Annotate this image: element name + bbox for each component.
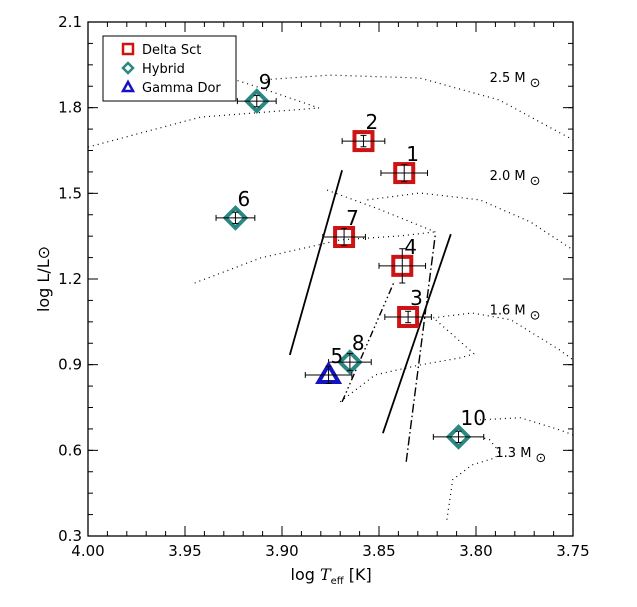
x-tick-label: 3.80	[459, 542, 492, 560]
star-id-label: 8	[352, 331, 365, 355]
y-tick-label: 1.8	[58, 99, 82, 117]
diamond-marker	[337, 349, 363, 375]
y-tick-label: 0.9	[58, 356, 82, 374]
legend-entry: Hybrid	[121, 61, 185, 77]
star-id-label: 9	[259, 70, 272, 94]
star-4-point: 4	[378, 235, 427, 284]
axes: 4.00 3.95 3.90 3.85 3.80 3.75 0.3 0.6 0.9 1.2 1.5 1…	[34, 13, 590, 587]
x-label-variable: T	[320, 565, 332, 584]
x-tick-label: 3.95	[168, 542, 201, 560]
evolutionary-track-line	[432, 317, 475, 355]
evolutionary-track-line	[433, 312, 574, 361]
y-tick-label: 0.3	[58, 527, 82, 545]
diamond-marker	[445, 424, 472, 450]
star-id-label: 7	[346, 206, 359, 230]
legend: Delta Sct Hybrid Gamma Dor	[102, 35, 237, 102]
sun-symbol: ⊙	[530, 174, 541, 189]
star-5-point: 5	[304, 344, 353, 385]
evolutionary-track-line	[260, 74, 574, 141]
star-8-point: 8	[328, 331, 372, 375]
evolutionary-track-line	[479, 417, 574, 436]
evolutionary-tracks: 2.5 M ⊙ 2.0 M ⊙ 1.6 M ⊙ 1.3 M ⊙	[87, 69, 574, 520]
star-1-point: 1	[380, 142, 428, 185]
star-2-point: 2	[341, 110, 386, 153]
star-id-label: 5	[331, 344, 344, 368]
evolutionary-track-line	[339, 353, 475, 403]
legend-entry: Gamma Dor	[120, 79, 221, 96]
legend-label: Gamma Dor	[142, 81, 221, 96]
diamond-marker	[243, 88, 270, 114]
star-id-label: 6	[237, 187, 250, 211]
track-mass-label: 2.5 M	[490, 71, 526, 86]
legend-label: Delta Sct	[142, 43, 201, 58]
data-points: 1 2 3 4 7 6 8 9 10 5	[215, 70, 486, 450]
evolutionary-track-line	[446, 451, 500, 520]
x-tick-label: 4.00	[71, 542, 104, 560]
x-tick-label: 3.90	[265, 542, 298, 560]
sun-symbol: ⊙	[530, 309, 541, 324]
track-mass-label: 2.0 M	[490, 169, 526, 184]
y-tick-label: 1.5	[58, 184, 82, 202]
evolutionary-track-line	[479, 436, 500, 453]
legend-square-icon	[121, 42, 135, 56]
dash-triple-dot-edge-line	[341, 280, 396, 403]
legend-entry: Delta Sct	[121, 42, 201, 58]
star-10-point: 10	[432, 406, 486, 450]
y-tick-label: 1.2	[58, 270, 82, 288]
x-tick-label: 3.75	[556, 542, 589, 560]
star-id-label: 2	[365, 110, 378, 134]
y-tick-label: 0.6	[58, 441, 82, 459]
x-label-subscript: eff	[331, 576, 345, 587]
instability-strip-edges	[288, 169, 452, 462]
star-9-point: 9	[236, 70, 277, 114]
x-tick-label: 3.85	[362, 542, 395, 560]
x-axis-label: log Teff [K]	[291, 565, 372, 587]
track-mass-label: 1.6 M	[490, 304, 526, 319]
legend-triangle-icon	[120, 79, 136, 93]
sun-symbol: ⊙	[535, 451, 546, 466]
evolutionary-track-line	[326, 189, 436, 233]
y-tick-label: 2.1	[58, 13, 82, 31]
star-7-point: 7	[322, 206, 366, 249]
star-6-point: 6	[215, 187, 256, 231]
x-label-suffix: [K]	[344, 565, 372, 584]
legend-label: Hybrid	[142, 62, 185, 77]
legend-diamond-icon	[121, 61, 135, 75]
evolutionary-track-line	[87, 69, 320, 148]
star-3-point: 3	[384, 286, 432, 328]
track-mass-label: 1.3 M	[495, 446, 531, 461]
star-id-label: 1	[406, 142, 419, 166]
sun-symbol: ⊙	[530, 76, 541, 91]
evolutionary-track-line	[367, 192, 574, 251]
solid-blue-edge-line	[288, 169, 343, 356]
star-id-label: 3	[410, 286, 423, 310]
star-id-label: 10	[461, 406, 486, 430]
dash-dot-edge-line	[405, 234, 436, 462]
x-label-prefix: log	[291, 565, 320, 584]
solid-red-edge-line	[382, 233, 452, 434]
diamond-marker	[222, 205, 249, 231]
star-id-label: 4	[404, 235, 417, 259]
y-axis-label: log L/L⊙	[34, 246, 53, 312]
